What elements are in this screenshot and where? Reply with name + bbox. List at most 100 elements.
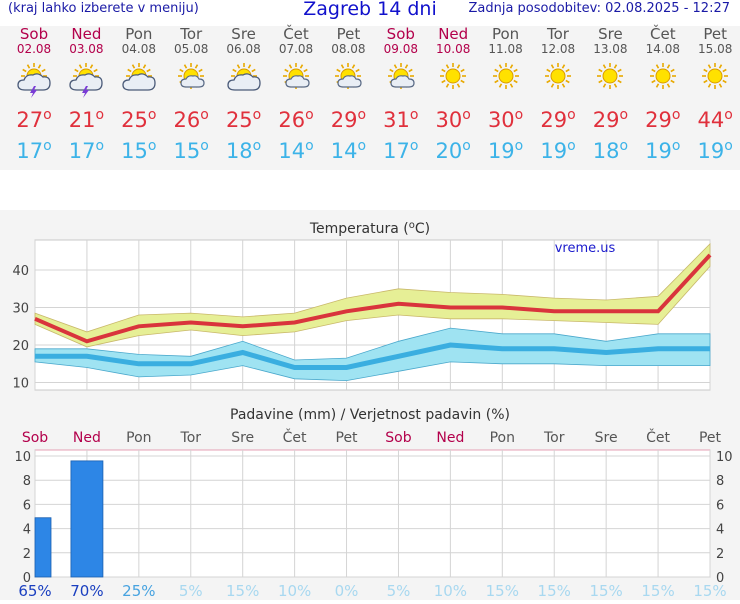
temp-ytick-label: 10: [12, 377, 29, 392]
sun-cloud-thunderstorm-icon: [17, 63, 51, 98]
precip-day-label: Tor: [180, 430, 202, 446]
day-name: Pon: [125, 25, 153, 43]
sun-icon: [597, 63, 624, 89]
precip-probability: 5%: [387, 582, 411, 600]
forecast-day-10: Tor 12.08 29o 19o: [532, 26, 584, 164]
sun-cloud-icon: [122, 63, 156, 91]
day-name: Čet: [650, 25, 676, 43]
day-name: Pon: [491, 25, 520, 43]
temp-ytick-label: 20: [12, 339, 29, 354]
temp-max: 30o: [435, 107, 471, 132]
sun-icon: [492, 63, 519, 89]
sun-cloud-icon: [226, 63, 261, 91]
precip-probability: 15%: [538, 582, 571, 600]
min-temp-range-band: [34, 327, 711, 382]
precip-day-label: Pet: [699, 430, 722, 446]
max-temp-line: [34, 253, 712, 344]
temp-min: 15o: [173, 138, 209, 163]
precip-day-label: Čet: [283, 428, 307, 446]
precip-probability: 15%: [486, 582, 519, 600]
day-date: 13.08: [593, 42, 628, 56]
temp-chart-title: Temperatura (oC): [309, 220, 430, 237]
forecast-day-5: Čet 07.08 26o 14o: [270, 26, 322, 164]
temp-max: 29o: [330, 107, 367, 132]
day-date: 03.08: [69, 42, 104, 56]
temp-min: 17o: [68, 138, 105, 163]
precip-day-label: Pet: [336, 430, 359, 446]
precip-probability: 15%: [693, 582, 726, 600]
day-name: Sob: [19, 25, 49, 43]
forecast-day-12: Čet 14.08 29o 19o: [637, 26, 689, 164]
charts-panel: Temperatura (oC) 10 20 30 40 vreme.us Padavine…: [0, 210, 740, 600]
precip-probability: 10%: [278, 582, 311, 600]
day-name: Sre: [598, 25, 623, 43]
precip-probability: 25%: [122, 582, 155, 600]
last-update: Zadnja posodobitev: 02.08.2025 - 12:27: [468, 1, 730, 16]
forecast-day-3: Tor 05.08 26o 15o: [165, 26, 217, 164]
temp-max: 21o: [68, 107, 105, 132]
precip-probability: 10%: [434, 582, 467, 600]
temp-max: 25o: [225, 107, 262, 132]
precip-day-label: Sre: [595, 430, 618, 446]
precip-probability: 0%: [335, 582, 359, 600]
temp-min: 19o: [645, 138, 681, 163]
forecast-day-1: Ned 03.08 21o 17o: [60, 26, 112, 164]
day-date: 06.08: [226, 42, 261, 56]
sun-small-cloud-icon: [283, 63, 310, 89]
temp-max: 26o: [278, 107, 314, 132]
precip-ytick-left: 0: [23, 571, 31, 586]
day-name: Pet: [703, 25, 727, 43]
day-date: 14.08: [645, 42, 680, 56]
precip-probability: 15%: [226, 582, 259, 600]
precip-bar: [70, 460, 104, 578]
precip-ytick-left: 2: [23, 547, 31, 562]
day-date: 10.08: [436, 42, 471, 56]
precip-probability: 15%: [641, 582, 674, 600]
day-date: 15.08: [698, 42, 733, 56]
temp-ytick-label: 40: [12, 264, 29, 279]
forecast-charts: Temperatura (oC)10203040vreme.usPadavine…: [12, 220, 732, 600]
forecast-day-9: Pon 11.08 30o 19o: [480, 26, 532, 164]
precip-ytick-right: 0: [716, 571, 724, 586]
sun-icon: [545, 63, 571, 89]
day-date: 09.08: [383, 42, 418, 56]
sun-icon: [702, 63, 729, 89]
day-name: Pet: [336, 25, 361, 43]
forecast-day-6: Pet 08.08 29o 14o: [322, 26, 374, 164]
day-name: Čet: [283, 25, 309, 43]
precip-day-label: Sre: [231, 430, 254, 446]
temp-min: 20o: [435, 138, 471, 163]
precip-ytick-right: 2: [716, 547, 724, 562]
temp-min: 17o: [16, 138, 52, 163]
temp-min: 19o: [487, 138, 524, 163]
temp-max: 31o: [383, 107, 419, 132]
watermark: vreme.us: [555, 241, 616, 256]
forecast-day-4: Sre 06.08 25o 18o: [218, 26, 270, 164]
precip-ytick-right: 4: [716, 523, 724, 538]
precip-ytick-right: 6: [716, 498, 724, 513]
day-name: Tor: [547, 25, 569, 43]
day-date: 07.08: [278, 42, 314, 56]
day-date: 04.08: [121, 42, 156, 56]
day-name: Ned: [438, 25, 469, 43]
max-temp-range-band: [34, 242, 711, 348]
day-name: Ned: [71, 25, 102, 43]
location-menu-hint[interactable]: (kraj lahko izberete v meniju): [8, 1, 199, 16]
header: (kraj lahko izberete v meniju) Zagreb 14…: [0, 0, 740, 22]
precip-ytick-left: 8: [23, 474, 31, 489]
temp-min: 19o: [697, 138, 733, 163]
precip-probability: 5%: [179, 582, 203, 600]
precip-probability: 70%: [70, 582, 103, 600]
precip-day-label: Tor: [543, 430, 565, 446]
sun-small-cloud-icon: [335, 63, 362, 89]
precip-ytick-left: 6: [23, 498, 31, 513]
forecast-day-11: Sre 13.08 29o 18o: [584, 26, 636, 164]
temp-max: 29o: [592, 107, 629, 132]
precip-ytick-left: 10: [14, 450, 31, 465]
precip-bar: [34, 517, 52, 578]
min-temp-line: [35, 342, 710, 370]
precip-probability: 65%: [18, 582, 51, 600]
forecast-day-13: Pet 15.08 44o 19o: [689, 26, 740, 164]
precip-day-label: Sob: [385, 430, 411, 446]
temp-min: 14o: [330, 138, 367, 163]
